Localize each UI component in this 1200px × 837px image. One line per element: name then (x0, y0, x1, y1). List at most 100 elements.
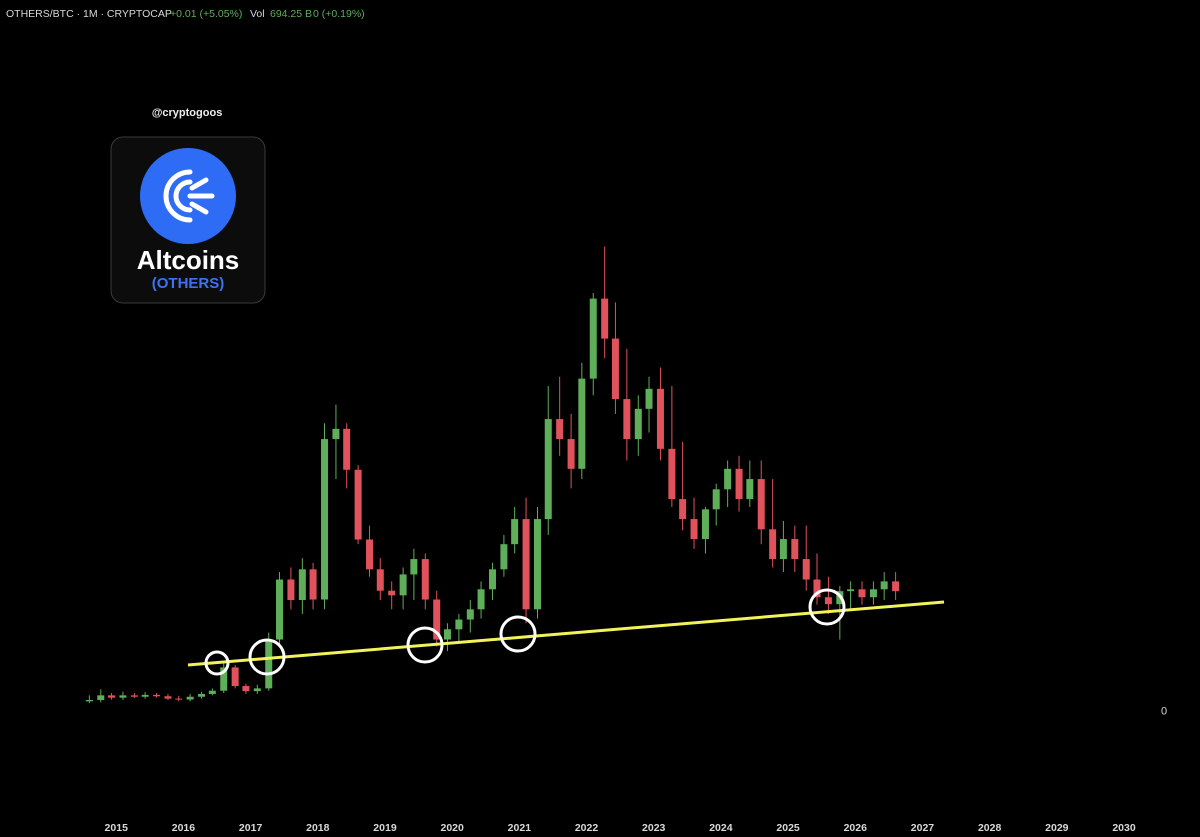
candle-body (712, 489, 720, 510)
x-tick-label: 2029 (1045, 822, 1069, 834)
candle-body (85, 700, 93, 702)
candle-body (477, 589, 485, 610)
candle-body (858, 589, 866, 598)
y-tick-label: 0 (1161, 706, 1167, 718)
watermark-handle: @cryptogoos (152, 107, 223, 119)
trend-line (187, 600, 945, 667)
candle-body (601, 298, 609, 339)
x-tick-label: 2022 (575, 822, 599, 834)
candle-body (108, 695, 116, 698)
x-tick-label: 2021 (508, 822, 532, 834)
logo-icon (163, 169, 215, 223)
candle-body (668, 448, 676, 500)
vol-change: 0 (+0.19%) (313, 8, 365, 20)
x-tick-label: 2024 (709, 822, 733, 834)
candle-body (175, 698, 183, 700)
candle-body (522, 519, 530, 610)
logo: Altcoins (OTHERS) (110, 136, 266, 304)
candle-body (231, 667, 239, 687)
candle-body (500, 544, 508, 570)
candle-body (343, 428, 351, 470)
candle-body (309, 569, 317, 600)
x-tick-label: 2027 (911, 822, 935, 834)
candle-body (298, 569, 306, 600)
candle-body (455, 619, 463, 630)
circle (406, 626, 444, 664)
candle-body (488, 569, 496, 590)
candle-body (724, 468, 732, 490)
symbol: OTHERS/BTC · 1M · CRYPTOCAP (6, 8, 172, 20)
candle-body (645, 388, 653, 409)
candle-body (679, 499, 687, 520)
candle-body (198, 693, 206, 697)
candle-body (253, 688, 261, 692)
change: +0.01 (+5.05%) (170, 8, 242, 20)
candle-body (242, 686, 250, 692)
candle-body (399, 574, 407, 596)
candle-body (164, 696, 172, 699)
candle-body (366, 539, 374, 570)
x-tick-label: 2017 (239, 822, 263, 834)
x-tick-label: 2025 (776, 822, 800, 834)
plot (85, 246, 900, 704)
candle-body (141, 694, 149, 697)
vol-label: Vol (250, 8, 265, 20)
circle (248, 638, 286, 676)
candle-body (690, 519, 698, 540)
candle-body (880, 581, 888, 590)
candle-body (735, 468, 743, 500)
candle-body (869, 589, 877, 598)
candle-body (656, 388, 664, 449)
circle (204, 650, 230, 676)
candle-body (779, 539, 787, 560)
candle-body (97, 695, 105, 700)
x-tick-label: 2028 (978, 822, 1002, 834)
candle-body (556, 419, 564, 440)
candle-body (813, 579, 821, 598)
candle-body (746, 479, 754, 500)
candle-body (153, 694, 161, 697)
candle-body (220, 667, 228, 691)
candle-body (421, 559, 429, 600)
candle-body (589, 298, 597, 379)
candle-body (544, 419, 552, 520)
candle-body (757, 479, 765, 530)
candle-body (354, 469, 362, 540)
candle-body (511, 519, 519, 545)
x-tick-label: 2015 (105, 822, 129, 834)
candle-body (623, 399, 631, 440)
vol-value: 694.25 B (270, 8, 312, 20)
x-tick-label: 2023 (642, 822, 666, 834)
circle (808, 588, 846, 626)
candle-body (186, 696, 194, 700)
x-tick-label: 2018 (306, 822, 330, 834)
circle (499, 615, 537, 653)
candle-body (376, 569, 384, 591)
x-tick-label: 2020 (440, 822, 464, 834)
candle-body (388, 590, 396, 596)
candle-body (791, 539, 799, 560)
candle-body (130, 695, 138, 697)
x-tick-label: 2030 (1112, 822, 1136, 834)
x-tick-label: 2026 (844, 822, 868, 834)
candle-body (410, 559, 418, 575)
candle-body (443, 629, 451, 640)
candle-body (321, 439, 329, 600)
candle-body (802, 559, 810, 580)
candle-body (892, 581, 900, 592)
logo-subtitle: (OTHERS) (152, 275, 225, 292)
candle-body (533, 519, 541, 610)
candle-body (824, 597, 832, 605)
candle-body (119, 695, 127, 698)
candle-body (466, 609, 474, 620)
candle-body (847, 589, 855, 592)
candle-body (611, 338, 619, 400)
highlight-circles (204, 588, 846, 676)
candle-body (769, 529, 777, 560)
candle-body (287, 579, 295, 600)
candle-body (208, 690, 216, 694)
logo-title: Altcoins (137, 245, 240, 275)
candle-body (567, 439, 575, 469)
